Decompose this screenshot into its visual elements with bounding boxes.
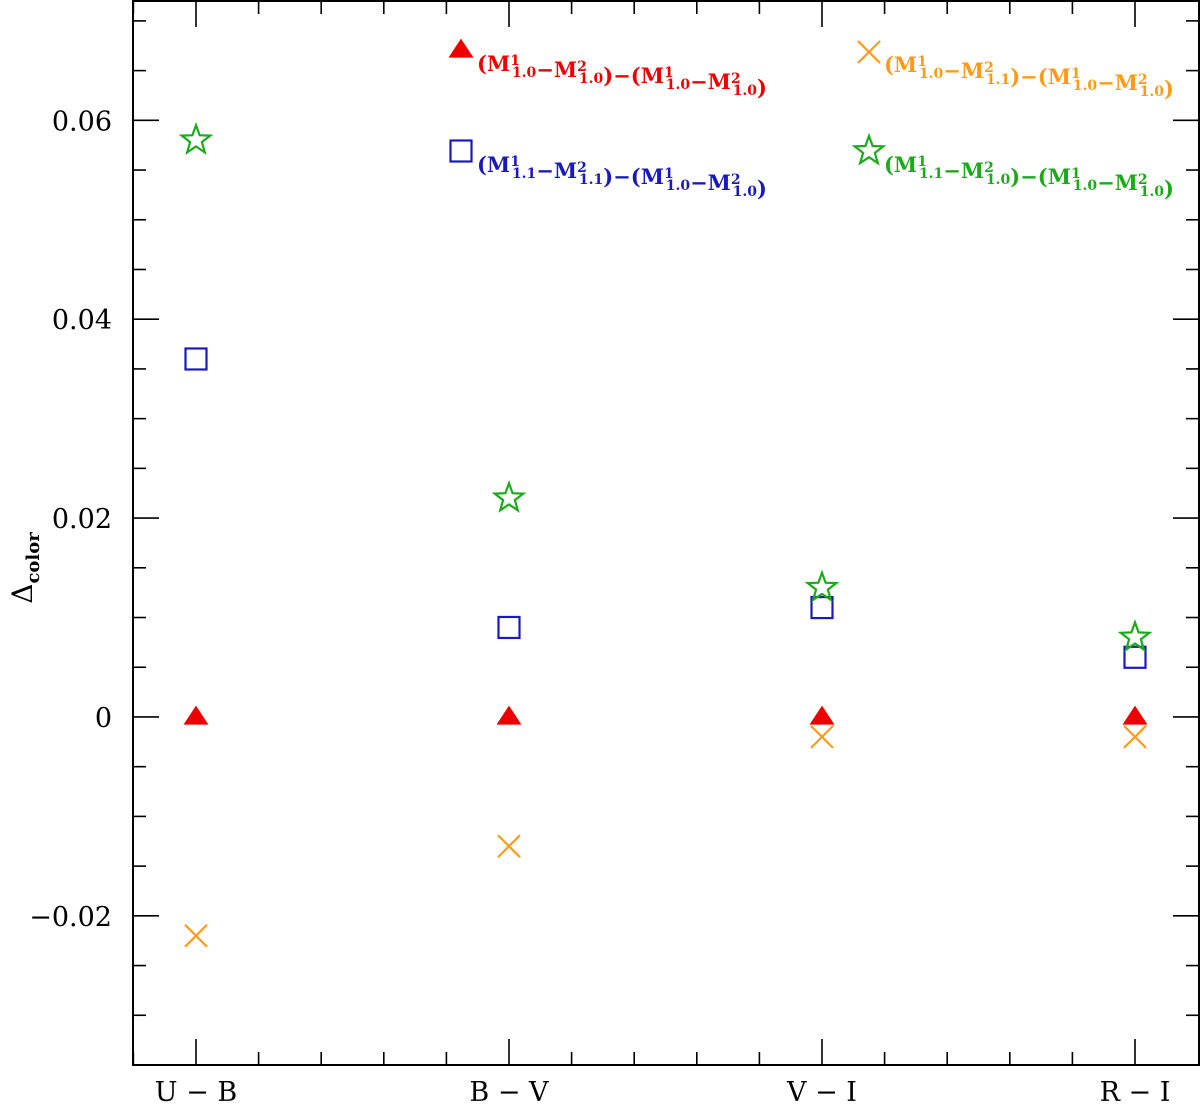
y-tick-label: 0 (95, 703, 112, 734)
x-tick-label: U − B (155, 1077, 237, 1108)
y-axis-label: Δcolor (6, 532, 44, 604)
legend-label-green-star: (M1 1.1−M2 1.0)−(M1 1.0−M2 1.0) (884, 152, 1174, 201)
point-orange-cross (497, 834, 521, 859)
point-blue-square (184, 347, 208, 371)
point-blue-square (1123, 645, 1147, 669)
y-tick-label: 0.04 (52, 305, 112, 336)
x-tick-label: V − I (786, 1077, 857, 1108)
point-green-star (178, 121, 214, 156)
axis-ticks (132, 1, 1199, 1066)
legend-label-orange-cross: (M1 1.0−M2 1.1)−(M1 1.0−M2 1.0) (884, 52, 1174, 101)
point-blue-square (810, 595, 834, 620)
point-red-triangle (809, 705, 835, 725)
x-tick-label: B − V (469, 1077, 549, 1108)
data-points (178, 121, 1153, 948)
y-tick-label: 0.06 (52, 106, 112, 137)
point-orange-cross (810, 725, 834, 749)
point-green-star (1117, 619, 1153, 653)
x-tick-label: R − I (1100, 1077, 1171, 1108)
legend-marker-red-triangle (448, 38, 474, 58)
y-tick-labels: −0.02 0 0.02 0.04 0.06 (29, 106, 112, 933)
point-green-star (804, 569, 840, 603)
legend-marker-orange-cross (857, 40, 881, 64)
point-blue-square (497, 615, 521, 640)
point-green-star (491, 479, 527, 513)
legend: (M1 1.0−M2 1.0)−(M1 1.0−M2 1.0) (M1 1.0−M2 1.1)… (448, 38, 1174, 201)
legend-label-red-triangle: (M1 1.0−M2 1.0)−(M1 1.0−M2 1.0) (477, 51, 767, 100)
legend-label-blue-square: (M1 1.1−M2 1.1)−(M1 1.0−M2 1.0) (477, 152, 767, 201)
plot-frame (132, 0, 1200, 1066)
point-orange-cross (1123, 725, 1147, 749)
y-tick-label: −0.02 (29, 902, 112, 933)
legend-marker-blue-square (449, 139, 473, 163)
point-red-triangle (1122, 705, 1148, 725)
y-tick-label: 0.02 (52, 504, 112, 535)
point-red-triangle (496, 705, 522, 725)
point-red-triangle (183, 705, 209, 725)
point-orange-cross (184, 923, 208, 948)
legend-marker-green-star (851, 132, 887, 166)
